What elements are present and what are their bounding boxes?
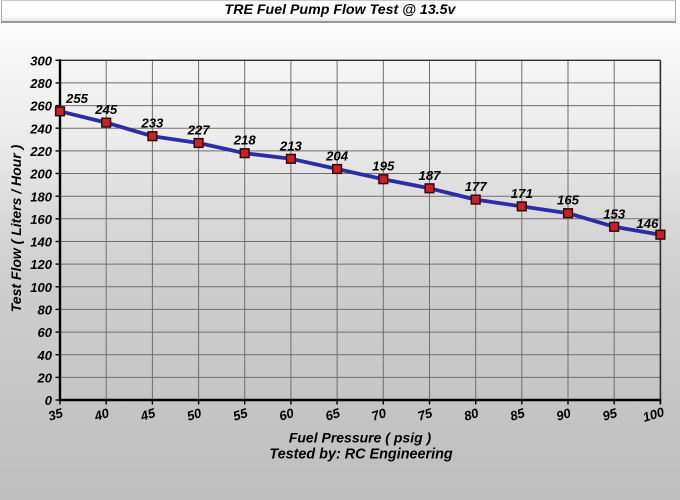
svg-text:60: 60 [38, 325, 53, 340]
svg-text:40: 40 [92, 405, 112, 424]
svg-text:240: 240 [29, 121, 52, 136]
svg-text:100: 100 [641, 404, 667, 425]
svg-text:140: 140 [30, 235, 52, 250]
svg-text:177: 177 [465, 179, 488, 194]
svg-text:80: 80 [38, 303, 53, 318]
svg-text:Test Flow ( Liters / Hour ): Test Flow ( Liters / Hour ) [8, 144, 24, 312]
svg-text:153: 153 [603, 206, 626, 221]
svg-text:160: 160 [30, 212, 52, 227]
svg-text:120: 120 [30, 257, 52, 272]
svg-text:204: 204 [325, 149, 349, 164]
svg-text:100: 100 [30, 280, 52, 295]
svg-text:60: 60 [277, 405, 296, 424]
svg-text:50: 50 [185, 405, 204, 424]
svg-text:180: 180 [30, 189, 52, 204]
svg-text:85: 85 [508, 405, 527, 424]
svg-text:0: 0 [45, 393, 53, 408]
svg-text:Tested by: RC Engineering: Tested by: RC Engineering [269, 447, 453, 463]
svg-text:65: 65 [323, 405, 342, 424]
svg-text:Fuel Pressure ( psig ): Fuel Pressure ( psig ) [289, 430, 432, 446]
svg-text:45: 45 [138, 405, 158, 424]
svg-text:95: 95 [601, 405, 620, 424]
svg-text:80: 80 [462, 405, 481, 424]
svg-text:90: 90 [554, 405, 573, 424]
svg-text:171: 171 [511, 186, 533, 201]
svg-text:165: 165 [557, 193, 580, 208]
svg-text:220: 220 [29, 144, 52, 159]
svg-text:280: 280 [29, 76, 52, 91]
svg-text:200: 200 [29, 167, 52, 182]
svg-text:35: 35 [46, 405, 65, 424]
svg-text:146: 146 [636, 216, 659, 231]
svg-text:213: 213 [279, 138, 303, 153]
svg-text:245: 245 [94, 102, 118, 117]
svg-text:40: 40 [37, 348, 53, 363]
svg-text:70: 70 [370, 405, 389, 424]
svg-text:300: 300 [30, 53, 52, 68]
svg-text:187: 187 [418, 168, 441, 183]
svg-text:55: 55 [231, 405, 250, 424]
svg-text:227: 227 [187, 123, 211, 138]
svg-text:255: 255 [65, 91, 89, 106]
svg-text:260: 260 [29, 99, 52, 114]
svg-text:218: 218 [233, 133, 257, 148]
svg-text:20: 20 [37, 371, 53, 386]
svg-text:75: 75 [416, 405, 435, 424]
svg-text:195: 195 [372, 159, 395, 174]
svg-text:233: 233 [140, 116, 164, 131]
